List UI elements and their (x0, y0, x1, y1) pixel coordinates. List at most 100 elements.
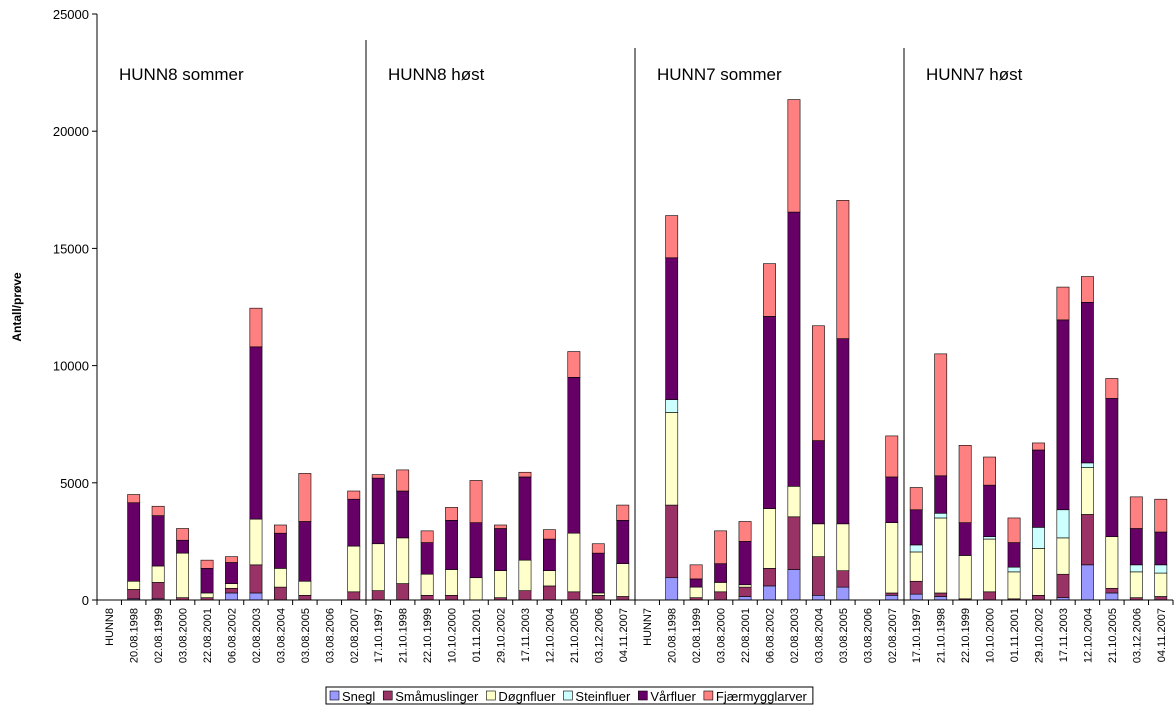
bar-segment (249, 518, 263, 566)
bar-segment (1080, 514, 1094, 566)
bar-segment (1032, 449, 1045, 528)
bar-segment (273, 568, 287, 588)
x-tick-label: 17.11.2003 (1058, 608, 1070, 662)
bar-segment (885, 595, 899, 601)
bar-segment (347, 498, 361, 547)
x-tick-label: 17.10.1997 (911, 608, 923, 663)
bar-segment (811, 523, 825, 557)
bar-segment (176, 528, 190, 541)
bar-segment (665, 215, 679, 259)
bar-segment (885, 435, 899, 478)
bar-segment (249, 592, 263, 601)
bar-segment (591, 595, 605, 601)
bar-segment (1007, 542, 1021, 568)
x-tick-label: 29.10.2002 (496, 608, 508, 663)
legend-swatch (382, 690, 393, 701)
y-tick-label: 0 (82, 593, 89, 608)
bar-segment (151, 515, 165, 567)
x-tick-label: 03.08.2005 (300, 608, 312, 663)
y-tick-label: 10000 (53, 359, 89, 374)
legend-label: Døgnfluer (498, 689, 556, 704)
bar-segment (273, 586, 287, 601)
bar-segment (885, 592, 899, 596)
bar-segment (665, 412, 679, 506)
bar-segment (1129, 571, 1143, 598)
bar-segment (714, 563, 728, 583)
legend-label: Snegl (342, 689, 375, 704)
x-tick-label: 22.10.1999 (960, 608, 972, 663)
bar-segment (714, 591, 728, 601)
legend-swatch (329, 690, 340, 701)
bar-segment (1105, 587, 1119, 594)
bar-segment (567, 377, 581, 534)
legend-label: Steinfluer (575, 689, 631, 704)
bar-segment (542, 538, 556, 572)
bar-segment (225, 562, 238, 584)
x-tick-label: 03.08.2006 (862, 608, 874, 663)
bar-segment (151, 582, 165, 600)
bar-segment (616, 563, 630, 597)
bar-segment (909, 580, 923, 595)
x-tick-label: 21.10.2005 (569, 608, 581, 663)
bar-segment (1129, 528, 1143, 566)
bar-segment (1080, 467, 1094, 515)
bar-segment (909, 509, 923, 546)
bar-segment (225, 556, 238, 563)
bar-segment (494, 524, 507, 529)
bar-segment (127, 580, 141, 590)
bar-segment (1080, 276, 1094, 303)
legend-label: Fjærmygglarver (716, 689, 808, 704)
bar-segment (420, 595, 434, 601)
bar-segment (567, 351, 581, 378)
bar-segment (1032, 442, 1045, 451)
x-tick-label: 03.08.2004 (813, 608, 825, 663)
x-tick-label: 22.08.2001 (202, 608, 214, 663)
bar-segment (665, 504, 679, 579)
x-tick-label: 03.08.2005 (838, 608, 850, 663)
bar-segment (811, 556, 825, 596)
panel-label: HUNN8 sommer (119, 65, 244, 84)
bar-segment (787, 211, 801, 487)
x-tick-label: 06.08.2002 (227, 608, 239, 663)
x-tick-label: 02.08.2007 (349, 608, 361, 663)
y-tick-label: 25000 (53, 7, 89, 22)
bar-segment (763, 585, 776, 601)
bar-segment (1080, 564, 1094, 601)
bar-segment (1105, 398, 1119, 538)
bar-segment (1105, 592, 1119, 601)
bar-segment (518, 476, 532, 561)
bar-segment (347, 545, 361, 593)
bar-segment (542, 570, 556, 587)
x-tick-label: 03.12.2006 (1131, 608, 1143, 663)
bar-segment (934, 596, 948, 601)
bar-segment (616, 596, 630, 601)
bar-segment (714, 582, 728, 593)
bar-segment (787, 99, 801, 213)
x-tick-label: 01.11.2001 (471, 608, 483, 662)
bar-segment (983, 538, 997, 593)
bar-segment (249, 564, 263, 594)
bar-segment (1007, 571, 1021, 600)
bar-segment (420, 542, 434, 575)
bar-segment (885, 522, 899, 594)
bar-segment (958, 522, 972, 556)
bar-segment (665, 577, 679, 601)
bar-segment (1056, 319, 1070, 511)
bar-segment (763, 568, 776, 587)
bar-segment (396, 537, 410, 584)
bar-segment (1056, 573, 1070, 598)
legend-label: Småmuslinger (395, 689, 479, 704)
bar-segment (591, 543, 605, 554)
bar-segment (542, 585, 556, 601)
bar-segment (127, 502, 141, 582)
bar-segment (249, 346, 263, 520)
bar-segment (445, 520, 459, 570)
bar-segment (616, 504, 630, 521)
bar-segment (958, 444, 972, 523)
bar-segment (1154, 531, 1168, 566)
bar-segment (225, 592, 238, 601)
bar-segment (1007, 517, 1021, 543)
bar-segment (1056, 286, 1070, 321)
legend-swatch (638, 690, 648, 701)
bar-segment (591, 552, 605, 594)
